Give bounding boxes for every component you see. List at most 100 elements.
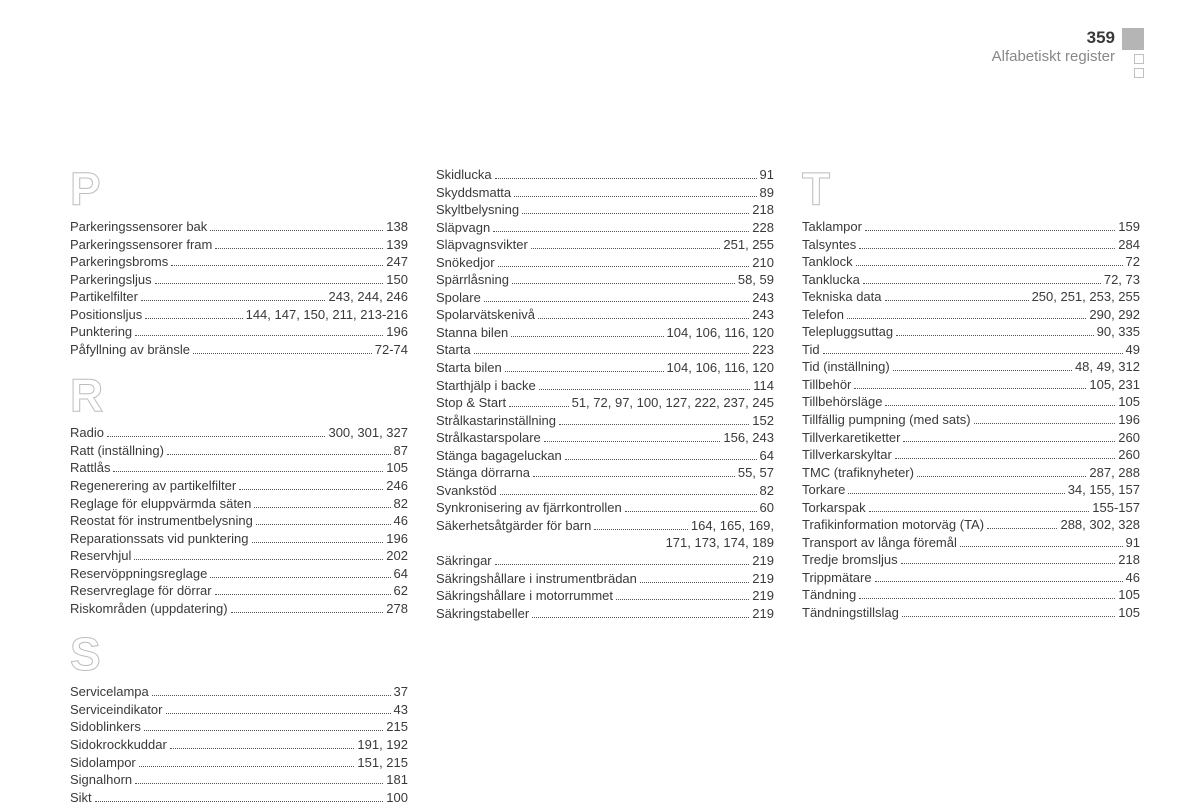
index-pages: 196	[386, 323, 408, 341]
index-entry: Tillbehör105, 231	[802, 376, 1140, 394]
leader-dots	[885, 405, 1115, 406]
index-pages: 46	[394, 512, 408, 530]
index-entry: Talsyntes 284	[802, 236, 1140, 254]
index-pages: 284	[1118, 236, 1140, 254]
index-term: Reparationssats vid punktering	[70, 530, 249, 548]
leader-dots	[863, 283, 1101, 284]
leader-dots	[875, 581, 1123, 582]
square-outline-icon	[1134, 68, 1144, 78]
leader-dots	[895, 458, 1115, 459]
index-pages: 104, 106, 116, 120	[667, 359, 774, 377]
leader-dots	[145, 318, 242, 319]
index-pages: 191, 192	[357, 736, 408, 754]
index-pages: 171, 173, 174, 189	[666, 534, 774, 552]
index-pages: 58, 59	[738, 271, 774, 289]
leader-dots	[134, 559, 383, 560]
index-term: Stop & Start	[436, 394, 506, 412]
index-term: Spolarvätskenivå	[436, 306, 535, 324]
index-entry: Sidokrockkuddar191, 192	[70, 736, 408, 754]
leader-dots	[539, 389, 751, 390]
section-letter: R	[70, 372, 408, 418]
index-entry: 171, 173, 174, 189	[436, 534, 774, 552]
index-term: Tillfällig pumpning (med sats)	[802, 411, 971, 429]
index-pages: 105	[386, 459, 408, 477]
leader-dots	[141, 300, 326, 301]
index-term: Svankstöd	[436, 482, 497, 500]
index-term: Telepluggsuttag	[802, 323, 893, 341]
index-entry: Skidlucka91	[436, 166, 774, 184]
index-term: Stanna bilen	[436, 324, 508, 342]
leader-dots	[170, 748, 355, 749]
index-entry: Reostat för instrumentbelysning46	[70, 512, 408, 530]
index-columns: PParkeringssensorer bak138Parkeringssens…	[70, 166, 1140, 806]
section-letter: P	[70, 166, 408, 212]
leader-dots	[616, 599, 749, 600]
leader-dots	[901, 563, 1116, 564]
index-pages: 156, 243	[723, 429, 774, 447]
decorative-squares	[1122, 28, 1144, 78]
index-term: Reglage för eluppvärmda säten	[70, 495, 251, 513]
index-term: Starta bilen	[436, 359, 502, 377]
index-entry: Tekniska data250, 251, 253, 255	[802, 288, 1140, 306]
leader-dots	[498, 266, 750, 267]
index-pages: 48, 49, 312	[1075, 358, 1140, 376]
index-entry: Taklampor159	[802, 218, 1140, 236]
index-pages: 288, 302, 328	[1060, 516, 1140, 534]
index-pages: 105	[1118, 586, 1140, 604]
index-pages: 250, 251, 253, 255	[1032, 288, 1140, 306]
leader-dots	[640, 582, 749, 583]
index-entry: Rattlås105	[70, 459, 408, 477]
index-pages: 34, 155, 157	[1068, 481, 1140, 499]
index-pages: 60	[760, 499, 774, 517]
index-entry: Reservöppningsreglage64	[70, 565, 408, 583]
index-term: Trafikinformation motorväg (TA)	[802, 516, 984, 534]
index-pages: 290, 292	[1089, 306, 1140, 324]
index-column: PParkeringssensorer bak138Parkeringssens…	[70, 166, 408, 806]
index-term: Släpvagn	[436, 219, 490, 237]
index-term: Tanklock	[802, 253, 853, 271]
index-entry: Telefon290, 292	[802, 306, 1140, 324]
index-term: Strålkastarinställning	[436, 412, 556, 430]
index-entry: Torkare34, 155, 157	[802, 481, 1140, 499]
index-column: Skidlucka91Skyddsmatta89Skyltbelysning 21…	[436, 166, 774, 806]
index-entry: Skyddsmatta89	[436, 184, 774, 202]
leader-dots	[484, 301, 749, 302]
index-entry: Säkringshållare i motorrummet219	[436, 587, 774, 605]
index-entry: Tillverkarskyltar260	[802, 446, 1140, 464]
index-entry: Radio300, 301, 327	[70, 424, 408, 442]
index-pages: 246	[386, 477, 408, 495]
leader-dots	[215, 248, 383, 249]
index-entry: Släpvagnsvikter251, 255	[436, 236, 774, 254]
index-entry: Starta bilen 104, 106, 116, 120	[436, 359, 774, 377]
leader-dots	[107, 436, 326, 437]
leader-dots	[856, 265, 1123, 266]
section-letter: T	[802, 166, 1140, 212]
index-entry: Sidoblinkers215	[70, 718, 408, 736]
leader-dots	[167, 454, 391, 455]
index-term: Regenerering av partikelfilter	[70, 477, 236, 495]
leader-dots	[823, 353, 1123, 354]
index-pages: 91	[1126, 534, 1140, 552]
index-pages: 91	[760, 166, 774, 184]
leader-dots	[511, 336, 663, 337]
index-term: Skyltbelysning	[436, 201, 519, 219]
leader-dots	[144, 730, 383, 731]
index-entry: Starthjälp i backe114	[436, 377, 774, 395]
index-pages: 219	[752, 552, 774, 570]
index-term: Säkringstabeller	[436, 605, 529, 623]
index-pages: 105	[1118, 604, 1140, 622]
index-entry: Tredje bromsljus218	[802, 551, 1140, 569]
index-term: Synkronisering av fjärrkontrollen	[436, 499, 622, 517]
index-term: Säkringar	[436, 552, 492, 570]
index-term: Tid	[802, 341, 820, 359]
index-pages: 51, 72, 97, 100, 127, 222, 237, 245	[572, 394, 774, 412]
leader-dots	[538, 318, 749, 319]
index-pages: 260	[1118, 446, 1140, 464]
index-term: Spolare	[436, 289, 481, 307]
index-term: Skyddsmatta	[436, 184, 511, 202]
index-term: Starta	[436, 341, 471, 359]
leader-dots	[974, 423, 1116, 424]
leader-dots	[509, 406, 569, 407]
index-term: Talsyntes	[802, 236, 856, 254]
leader-dots	[210, 230, 383, 231]
